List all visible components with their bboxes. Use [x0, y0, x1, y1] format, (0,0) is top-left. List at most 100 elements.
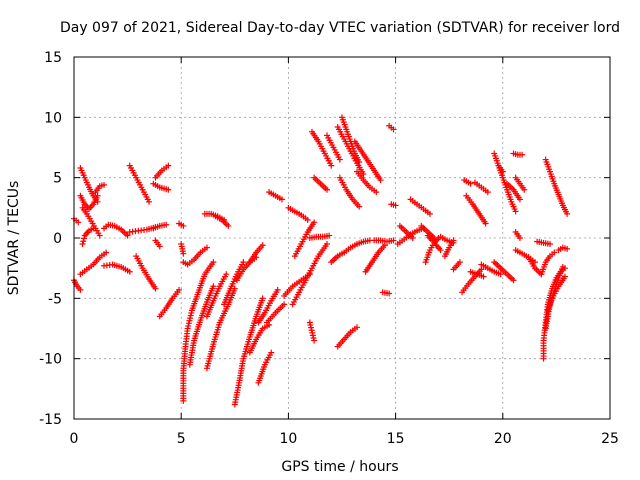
data-track	[150, 180, 172, 193]
data-point	[467, 180, 474, 187]
data-track	[394, 225, 427, 248]
data-track	[512, 174, 528, 193]
chart-title: Day 097 of 2021, Sidereal Day-to-day VTE…	[60, 20, 620, 36]
data-point	[311, 219, 318, 226]
data-track	[407, 196, 433, 217]
y-tick-label: -10	[39, 352, 62, 368]
data-track	[308, 128, 335, 169]
data-track	[512, 228, 523, 241]
data-track	[203, 271, 230, 320]
data-track	[306, 319, 318, 344]
data-point	[311, 337, 318, 344]
data-track	[77, 192, 101, 213]
data-track	[504, 180, 523, 203]
data-track	[233, 254, 260, 284]
data-track	[133, 253, 159, 292]
data-point	[484, 189, 491, 196]
data-point	[328, 162, 335, 169]
data-point	[259, 242, 266, 249]
data-track	[156, 286, 183, 320]
data-point	[156, 243, 163, 250]
x-tick-label: 25	[601, 431, 619, 447]
data-point	[225, 222, 232, 229]
data-point	[521, 186, 528, 193]
y-tick-label: 5	[53, 171, 62, 187]
data-point	[497, 271, 504, 278]
data-track	[266, 189, 285, 203]
data-point	[103, 249, 110, 256]
data-track	[101, 261, 133, 275]
y-tick-label: -15	[39, 412, 62, 428]
data-track	[306, 232, 333, 241]
data-track	[471, 179, 491, 196]
data-track	[79, 225, 97, 248]
data-point	[304, 216, 311, 223]
data-point	[564, 210, 571, 217]
x-tick-label: 5	[177, 431, 186, 447]
axis-ticks: 0 5 10 15 20 25 -15 -10 -5 0 5 10 15	[39, 50, 619, 447]
data-track	[467, 268, 487, 280]
data-point	[101, 181, 108, 188]
data-point	[90, 225, 97, 232]
data-point	[259, 295, 266, 302]
data-point	[326, 232, 333, 239]
data-point	[94, 192, 101, 199]
data-point	[323, 241, 330, 248]
data-track	[203, 285, 238, 372]
data-track	[371, 237, 397, 245]
data-point	[96, 232, 103, 239]
data-point	[163, 221, 170, 228]
data-point	[210, 259, 217, 266]
data-track	[180, 244, 210, 268]
data-track	[77, 249, 110, 278]
data-track	[388, 201, 399, 209]
x-tick-label: 0	[70, 431, 79, 447]
data-point	[516, 196, 523, 203]
data-point	[323, 186, 330, 193]
data-point	[223, 271, 230, 278]
data-point	[561, 273, 568, 280]
data-point	[336, 156, 343, 163]
data-track	[291, 219, 318, 260]
data-track	[323, 132, 343, 163]
data-track	[450, 259, 463, 273]
data-track	[285, 204, 311, 223]
data-point	[146, 198, 153, 205]
data-point	[77, 286, 84, 293]
data-point	[456, 259, 463, 266]
data-track	[491, 259, 517, 284]
data-track	[379, 289, 393, 297]
data-track	[341, 237, 373, 256]
data-point	[165, 186, 172, 193]
data-track	[542, 156, 571, 217]
data-point	[79, 241, 86, 248]
data-track	[221, 259, 247, 308]
data-track	[212, 213, 232, 229]
data-track	[386, 122, 397, 133]
data-track	[71, 215, 82, 226]
data-point	[426, 210, 433, 217]
data-point	[203, 244, 210, 251]
data-track	[396, 222, 416, 241]
data-point	[386, 290, 393, 297]
data-track	[289, 241, 330, 308]
data-point	[274, 286, 281, 293]
data-point	[180, 222, 187, 229]
data-track	[538, 249, 558, 278]
data-point	[176, 286, 183, 293]
x-tick-label: 10	[279, 431, 297, 447]
data-track	[510, 150, 526, 158]
data-track	[461, 177, 474, 187]
data-track	[178, 241, 187, 257]
data-track	[152, 237, 163, 250]
data-point	[516, 235, 523, 241]
y-tick-label: 15	[44, 50, 62, 66]
data-point	[377, 177, 384, 184]
data-point	[210, 283, 217, 290]
data-track	[101, 221, 131, 239]
data-track	[311, 174, 330, 193]
data-track	[336, 174, 363, 210]
data-track	[246, 321, 273, 356]
data-track	[186, 283, 217, 368]
